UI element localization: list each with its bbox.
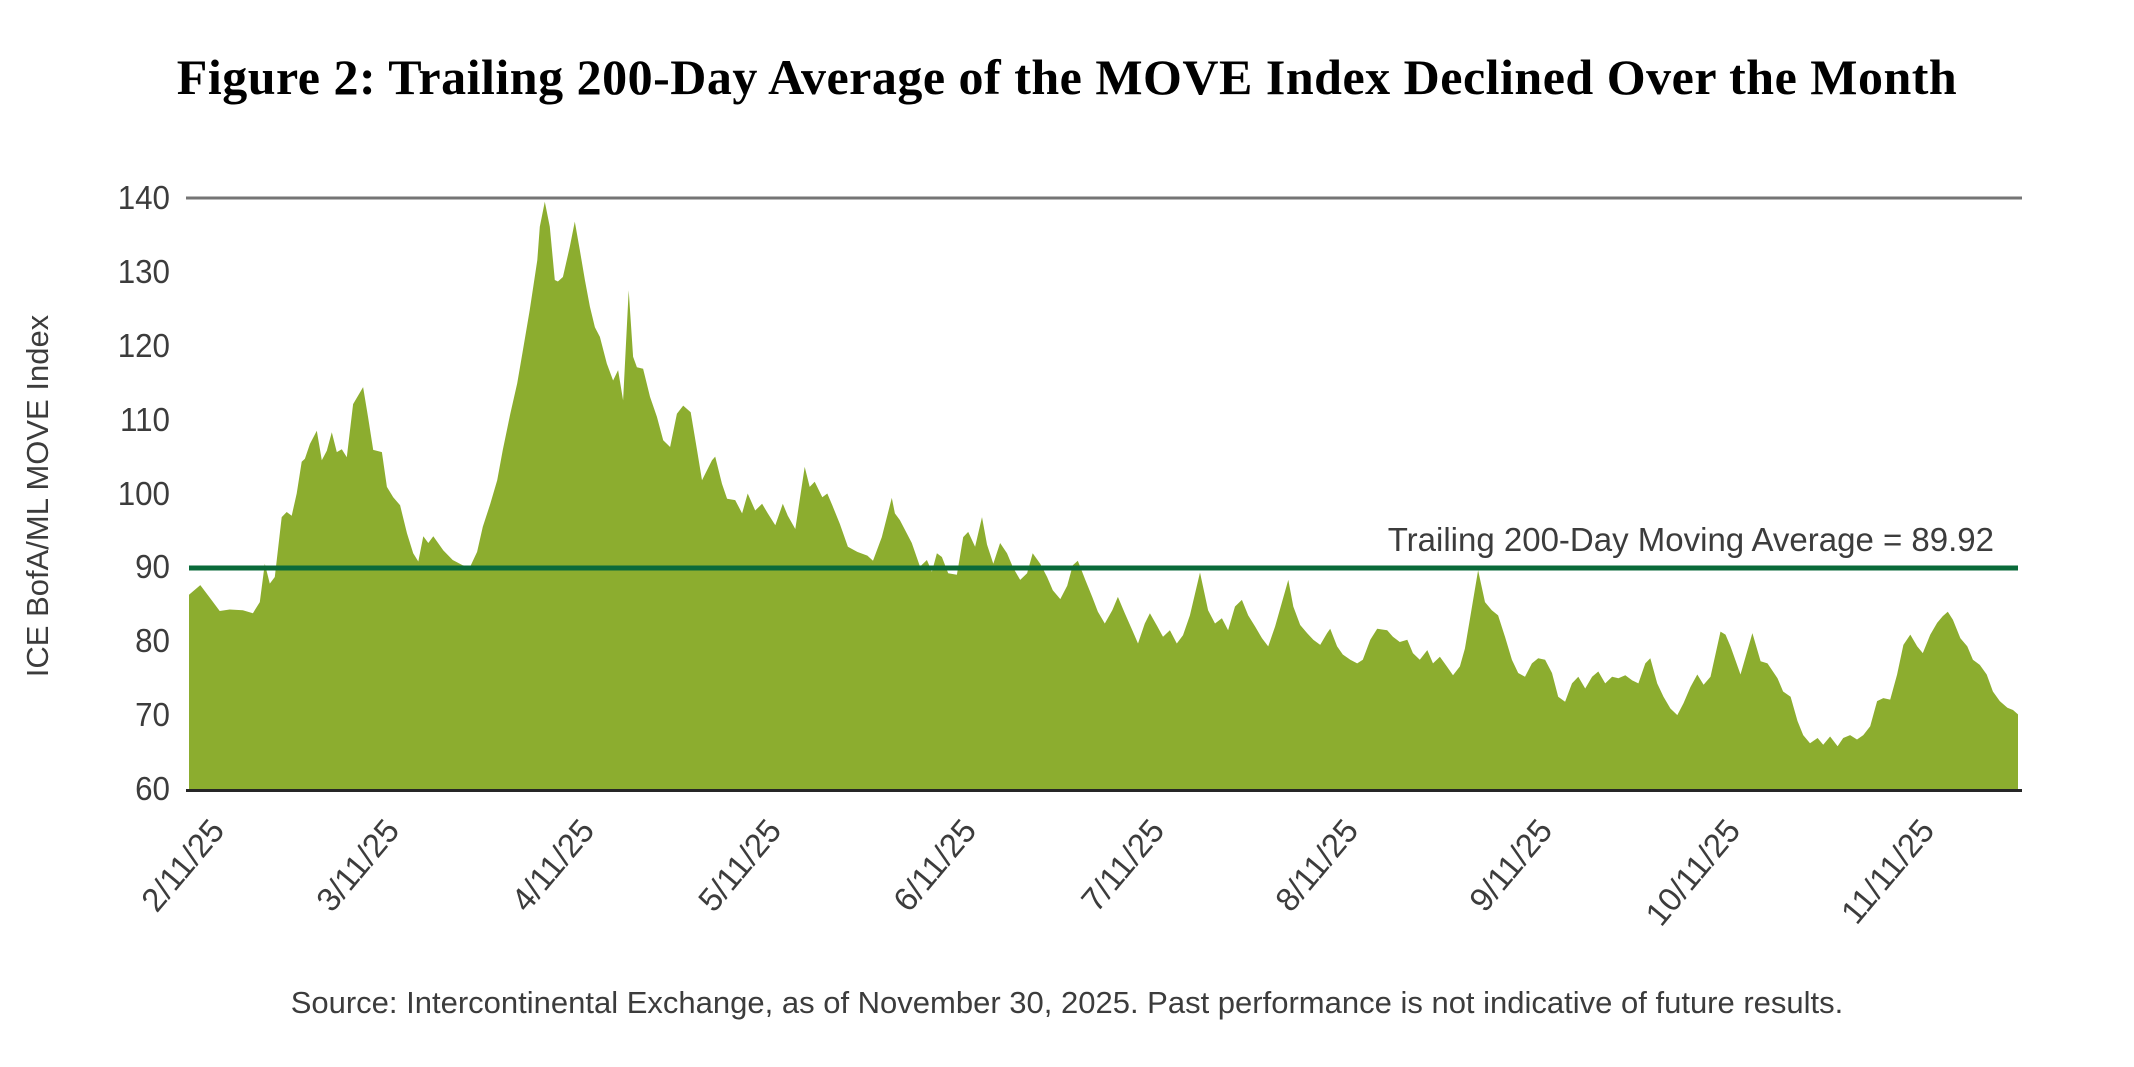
moving-average-annotation: Trailing 200-Day Moving Average = 89.92 <box>1387 521 1994 558</box>
y-tick-130: 130 <box>117 252 170 290</box>
y-tick-60: 60 <box>135 770 170 807</box>
y-tick-120: 120 <box>117 326 170 364</box>
y-tick-90: 90 <box>135 548 170 586</box>
y-tick-140: 140 <box>117 179 170 216</box>
y-tick-70: 70 <box>135 696 170 734</box>
move-index-area-series <box>189 201 2018 789</box>
y-tick-110: 110 <box>120 400 170 438</box>
y-tick-80: 80 <box>135 622 170 660</box>
source-note: Source: Intercontinental Exchange, as of… <box>290 985 1844 1020</box>
y-tick-100: 100 <box>117 474 170 512</box>
chart-title: Figure 2: Trailing 200-Day Average of th… <box>176 49 1958 105</box>
